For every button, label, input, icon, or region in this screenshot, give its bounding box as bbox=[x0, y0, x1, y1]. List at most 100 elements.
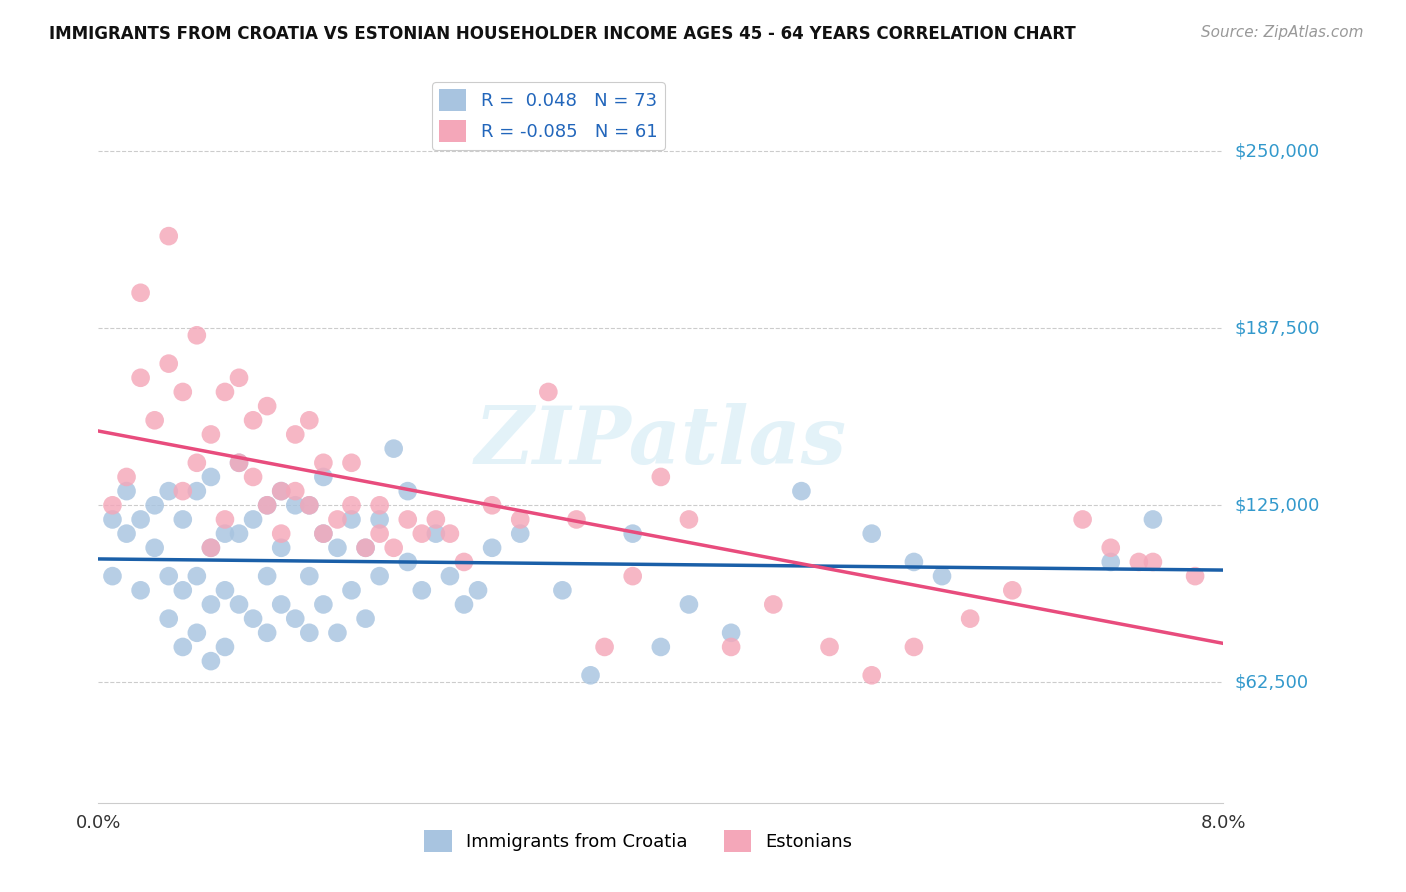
Point bbox=[1142, 555, 1164, 569]
Point bbox=[312, 456, 335, 470]
Point bbox=[354, 612, 377, 626]
Point bbox=[157, 612, 180, 626]
Point bbox=[214, 526, 236, 541]
Point bbox=[214, 583, 236, 598]
Point bbox=[157, 484, 180, 499]
Point bbox=[157, 229, 180, 244]
Point bbox=[312, 526, 335, 541]
Point bbox=[1184, 569, 1206, 583]
Point bbox=[818, 640, 841, 654]
Point bbox=[186, 328, 208, 343]
Point bbox=[340, 456, 363, 470]
Point bbox=[1142, 512, 1164, 526]
Text: $62,500: $62,500 bbox=[1234, 673, 1309, 691]
Point bbox=[354, 541, 377, 555]
Point bbox=[382, 442, 405, 456]
Point bbox=[720, 640, 742, 654]
Point bbox=[860, 526, 883, 541]
Text: Source: ZipAtlas.com: Source: ZipAtlas.com bbox=[1201, 25, 1364, 40]
Point bbox=[270, 598, 292, 612]
Point bbox=[200, 470, 222, 484]
Point bbox=[143, 541, 166, 555]
Point bbox=[678, 512, 700, 526]
Point bbox=[242, 470, 264, 484]
Text: IMMIGRANTS FROM CROATIA VS ESTONIAN HOUSEHOLDER INCOME AGES 45 - 64 YEARS CORREL: IMMIGRANTS FROM CROATIA VS ESTONIAN HOUS… bbox=[49, 25, 1076, 43]
Point bbox=[411, 526, 433, 541]
Point bbox=[467, 583, 489, 598]
Point bbox=[270, 541, 292, 555]
Point bbox=[425, 526, 447, 541]
Point bbox=[242, 413, 264, 427]
Point bbox=[565, 512, 588, 526]
Point bbox=[860, 668, 883, 682]
Point bbox=[200, 598, 222, 612]
Point bbox=[326, 625, 349, 640]
Point bbox=[284, 427, 307, 442]
Point bbox=[256, 498, 278, 512]
Point bbox=[439, 526, 461, 541]
Point bbox=[368, 569, 391, 583]
Point bbox=[481, 498, 503, 512]
Point bbox=[214, 384, 236, 399]
Point bbox=[298, 413, 321, 427]
Point bbox=[228, 526, 250, 541]
Point bbox=[270, 484, 292, 499]
Point bbox=[172, 384, 194, 399]
Point bbox=[200, 654, 222, 668]
Point bbox=[579, 668, 602, 682]
Point bbox=[509, 512, 531, 526]
Point bbox=[903, 640, 925, 654]
Point bbox=[270, 484, 292, 499]
Point bbox=[1001, 583, 1024, 598]
Point bbox=[368, 512, 391, 526]
Point bbox=[129, 285, 152, 300]
Point bbox=[368, 498, 391, 512]
Point bbox=[172, 512, 194, 526]
Point bbox=[326, 541, 349, 555]
Point bbox=[1128, 555, 1150, 569]
Point bbox=[312, 470, 335, 484]
Point bbox=[678, 598, 700, 612]
Point bbox=[298, 625, 321, 640]
Point bbox=[157, 569, 180, 583]
Point bbox=[228, 456, 250, 470]
Legend: Immigrants from Croatia, Estonians: Immigrants from Croatia, Estonians bbox=[418, 822, 859, 859]
Point bbox=[453, 598, 475, 612]
Point bbox=[186, 625, 208, 640]
Point bbox=[200, 427, 222, 442]
Point bbox=[129, 512, 152, 526]
Point bbox=[256, 498, 278, 512]
Point bbox=[396, 484, 419, 499]
Point bbox=[228, 598, 250, 612]
Text: $250,000: $250,000 bbox=[1234, 142, 1320, 161]
Point bbox=[284, 612, 307, 626]
Point bbox=[326, 512, 349, 526]
Point bbox=[172, 583, 194, 598]
Point bbox=[256, 569, 278, 583]
Point bbox=[481, 541, 503, 555]
Point bbox=[340, 583, 363, 598]
Point bbox=[256, 399, 278, 413]
Point bbox=[650, 640, 672, 654]
Point bbox=[354, 541, 377, 555]
Point bbox=[200, 541, 222, 555]
Text: $187,500: $187,500 bbox=[1234, 319, 1320, 337]
Point bbox=[101, 512, 124, 526]
Point bbox=[551, 583, 574, 598]
Point bbox=[298, 498, 321, 512]
Text: $125,000: $125,000 bbox=[1234, 496, 1320, 515]
Point bbox=[242, 612, 264, 626]
Point bbox=[270, 526, 292, 541]
Point bbox=[621, 526, 644, 541]
Point bbox=[284, 484, 307, 499]
Point bbox=[242, 512, 264, 526]
Point bbox=[312, 526, 335, 541]
Point bbox=[959, 612, 981, 626]
Point bbox=[720, 625, 742, 640]
Point bbox=[382, 541, 405, 555]
Point bbox=[537, 384, 560, 399]
Point bbox=[931, 569, 953, 583]
Point bbox=[396, 512, 419, 526]
Point bbox=[411, 583, 433, 598]
Point bbox=[903, 555, 925, 569]
